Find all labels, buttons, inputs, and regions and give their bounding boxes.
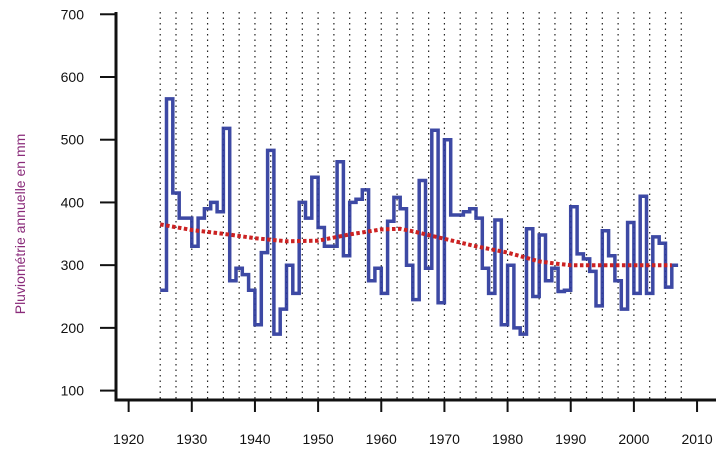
y-tick-label-300: 300	[61, 257, 85, 273]
y-tick-label-200: 200	[61, 320, 85, 336]
x-tick-label-2010: 2010	[681, 431, 712, 447]
series-trend	[159, 222, 672, 268]
y-tick-label-500: 500	[61, 132, 85, 148]
x-tick-label-1930: 1930	[176, 431, 207, 447]
y-tick-label-600: 600	[61, 69, 85, 85]
y-tick-label-400: 400	[61, 194, 85, 210]
x-tick-label-1950: 1950	[303, 431, 334, 447]
tick-marks: 100 200 300 400 500 600 700 1920 1930 1940 1950 196…	[61, 6, 713, 447]
x-tick-label-1960: 1960	[366, 431, 397, 447]
x-tick-label-1920: 1920	[113, 431, 144, 447]
x-tick-label-1940: 1940	[239, 431, 270, 447]
y-tick-label-100: 100	[61, 383, 85, 399]
series-annual-rainfall	[160, 97, 679, 336]
x-tick-label-2000: 2000	[618, 431, 649, 447]
x-tick-label-1980: 1980	[492, 431, 523, 447]
axes	[114, 12, 716, 402]
x-tick-label-1970: 1970	[429, 431, 460, 447]
y-tick-label-700: 700	[61, 6, 85, 22]
series-layer	[159, 97, 679, 336]
y-axis-title: Pluviométrie annuelle en mm	[12, 134, 28, 315]
x-tick-label-1990: 1990	[555, 431, 586, 447]
